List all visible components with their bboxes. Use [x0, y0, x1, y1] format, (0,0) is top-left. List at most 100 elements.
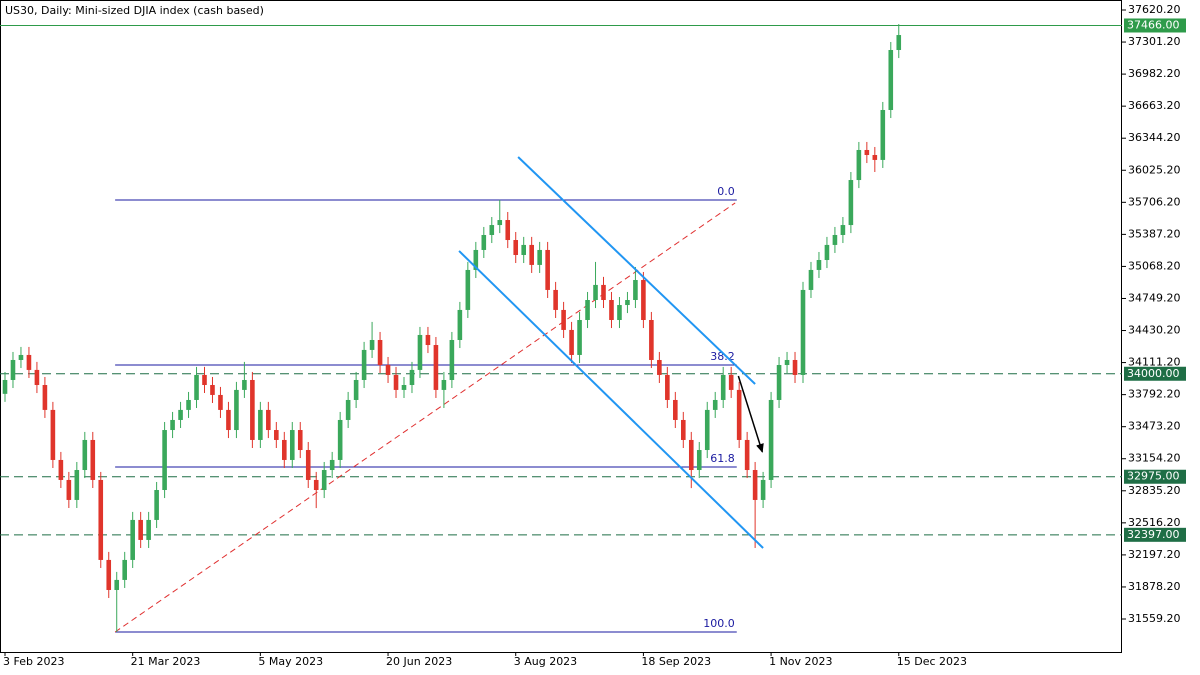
candle-body: [433, 345, 439, 390]
y-tick-label: 35387.20: [1128, 227, 1181, 240]
candle-body: [872, 155, 878, 160]
candle-body: [305, 450, 311, 480]
candle-body: [234, 389, 239, 431]
y-tick-label: 34111.20: [1128, 356, 1181, 369]
candle-body: [856, 149, 862, 181]
candle-body: [321, 470, 327, 491]
candle-body: [760, 479, 766, 500]
candle-body: [449, 339, 455, 380]
candle-body: [178, 409, 183, 420]
candle-body: [840, 225, 846, 235]
y-tick-label: 36025.20: [1128, 163, 1181, 176]
candle-body: [617, 305, 622, 320]
candle-body: [712, 399, 718, 410]
candle-body: [34, 369, 40, 386]
candle-body: [242, 379, 247, 390]
candle-body: [896, 35, 902, 51]
candle-body: [114, 579, 120, 590]
candle-body: [106, 559, 112, 590]
x-tick-label: 3 Aug 2023: [514, 655, 577, 668]
y-tick-label: 32197.20: [1128, 548, 1181, 561]
y-tick-label: 31559.20: [1128, 612, 1181, 625]
candle-body: [657, 359, 662, 375]
candle-body: [138, 519, 143, 540]
candle-body: [329, 459, 335, 471]
candle-body: [736, 389, 742, 440]
price-level-box: [1124, 18, 1186, 33]
candle-body: [393, 374, 399, 390]
candle-body: [210, 385, 215, 395]
y-tick-label: 35706.20: [1128, 195, 1181, 208]
candle-body: [10, 359, 16, 380]
x-tick-label: 5 May 2023: [258, 655, 323, 668]
candle-body: [154, 490, 159, 520]
candle-body: [569, 329, 574, 355]
candle-body: [98, 479, 104, 560]
candle-body: [385, 365, 391, 375]
y-tick-label: 36344.20: [1128, 131, 1181, 144]
y-tick-label: 35068.20: [1128, 259, 1181, 272]
candle-body: [90, 439, 96, 480]
plot-frame: [0, 0, 1122, 653]
y-tick-label: 33792.20: [1128, 388, 1181, 401]
candle-body: [250, 379, 255, 440]
candle-body: [194, 374, 199, 400]
candle-body: [728, 374, 734, 390]
candle-body: [577, 319, 582, 355]
candle-body: [696, 450, 702, 471]
fib-label: 61.8: [710, 452, 735, 465]
candle-body: [585, 300, 590, 320]
candle-body: [218, 394, 223, 410]
candle-body: [465, 269, 471, 310]
candle-body: [792, 359, 798, 375]
candle-body: [625, 300, 630, 306]
candle-body: [673, 399, 678, 420]
candle-body: [289, 430, 295, 460]
fib-label: 100.0: [703, 617, 735, 630]
candle-body: [681, 419, 686, 440]
candle-body: [521, 244, 526, 255]
candle-body: [226, 409, 231, 431]
y-tick-label: 37620.20: [1128, 3, 1181, 16]
candle-body: [26, 354, 32, 370]
candle-body: [82, 439, 88, 471]
candle-body: [537, 249, 542, 265]
candle-body: [282, 439, 287, 460]
candle-body: [800, 289, 806, 375]
y-tick-label: 37301.20: [1128, 35, 1181, 48]
candle-body: [369, 339, 375, 350]
candle-body: [409, 369, 415, 386]
candle-body: [42, 385, 48, 410]
candle-body: [2, 379, 8, 394]
y-tick-label: 32835.20: [1128, 484, 1181, 497]
candle-body: [50, 409, 56, 460]
candle-body: [266, 409, 271, 431]
candle-body: [130, 519, 135, 560]
candle-body: [561, 309, 566, 330]
y-tick-label: 36663.20: [1128, 99, 1181, 112]
channel-line: [517, 156, 756, 385]
candle-body: [146, 519, 151, 540]
candle-body: [824, 244, 830, 261]
candle-body: [481, 234, 487, 250]
candle-body: [513, 240, 519, 255]
candle-body: [473, 249, 479, 270]
candle-body: [417, 334, 423, 370]
candle-body: [186, 399, 191, 410]
candle-body: [457, 309, 463, 340]
y-tick-label: 31878.20: [1128, 580, 1181, 593]
candle-body: [377, 339, 383, 366]
x-tick-label: 18 Sep 2023: [641, 655, 711, 668]
candle-body: [313, 479, 319, 491]
candle-body: [505, 220, 511, 241]
candle-body: [665, 374, 670, 400]
candle-body: [888, 50, 894, 110]
candle-body: [704, 409, 710, 451]
y-tick-label: 34749.20: [1128, 291, 1181, 304]
price-level-label: 32397.00: [1127, 528, 1180, 541]
x-tick-label: 3 Feb 2023: [3, 655, 64, 668]
chart-title: US30, Daily: Mini-sized DJIA index (cash…: [5, 4, 264, 17]
candle-body: [162, 430, 167, 491]
candle-body: [688, 439, 694, 471]
